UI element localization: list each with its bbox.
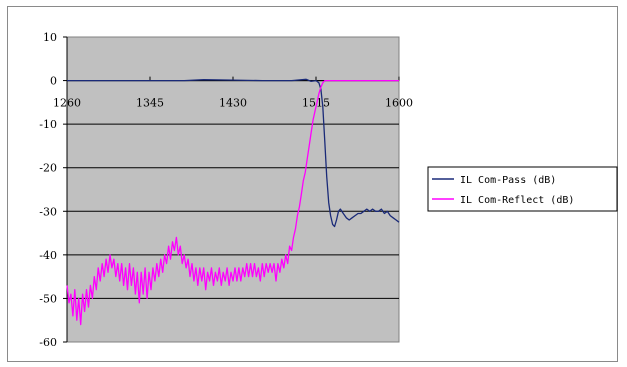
plot-area bbox=[66, 36, 400, 343]
y-tick-label: -10 bbox=[39, 118, 57, 131]
y-tick-label: -30 bbox=[39, 205, 57, 218]
x-tick-label: 1600 bbox=[385, 97, 413, 110]
x-tick-label: 1260 bbox=[53, 97, 81, 110]
x-tick-label: 1430 bbox=[219, 97, 247, 110]
y-tick-label: -50 bbox=[39, 292, 57, 305]
series-line-com-reflect bbox=[66, 79, 399, 326]
y-tick-label: -20 bbox=[39, 162, 57, 175]
series-line-com-pass bbox=[67, 78, 400, 228]
y-tick-label: 0 bbox=[50, 75, 57, 88]
y-tick-label: -60 bbox=[39, 336, 57, 349]
y-tick-label: -40 bbox=[39, 249, 57, 262]
x-tick-label: 1345 bbox=[136, 97, 164, 110]
legend-box bbox=[427, 166, 618, 212]
legend-entry: IL Com-Reflect (dB) bbox=[460, 195, 574, 206]
y-tick-label: 10 bbox=[43, 31, 57, 44]
legend-entry: IL Com-Pass (dB) bbox=[460, 175, 556, 186]
